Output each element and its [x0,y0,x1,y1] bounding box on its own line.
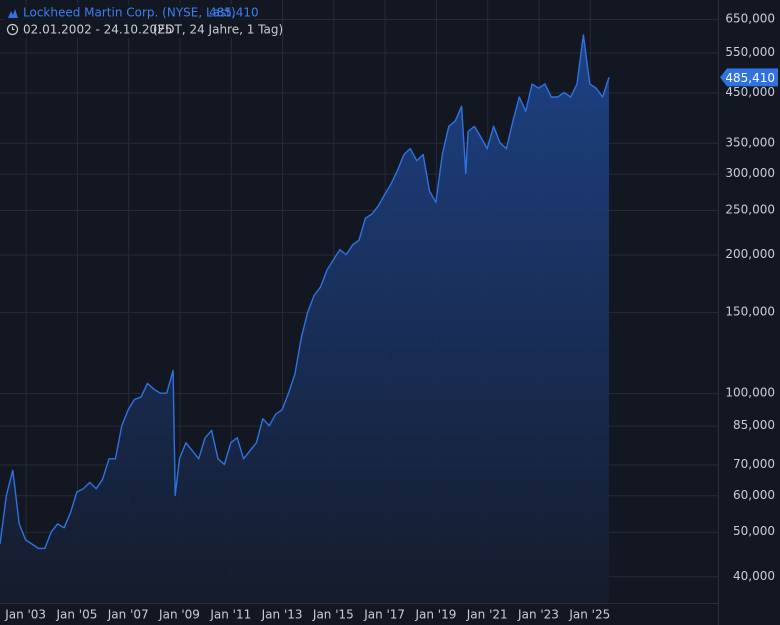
legend-title: Lockheed Martin Corp. (NYSE, Last) [23,6,236,20]
x-tick-label: Jan '03 [4,608,46,622]
x-tick-label: Jan '15 [312,608,354,622]
legend-icon [8,9,18,18]
y-tick-label: 250,000 [725,203,775,217]
last-price-label: 485,410 [725,71,775,85]
last-price-tag: 485,410 [720,68,778,87]
y-tick-label: 350,000 [725,135,775,149]
subtitle-note: (EDT, 24 Jahre, 1 Tag) [153,23,283,37]
plot [0,34,610,603]
area [0,35,609,603]
y-tick-label: 550,000 [725,45,775,59]
x-tick-label: Jan '07 [107,608,149,622]
x-tick-label: Jan '19 [414,608,456,622]
y-tick-label: 50,000 [733,524,775,538]
x-tick-label: Jan '05 [55,608,97,622]
y-tick-label: 150,000 [725,305,775,319]
x-tick-label: Jan '09 [158,608,200,622]
clock-icon [6,23,19,36]
clock-hands [11,26,15,31]
y-tick-label: 450,000 [725,85,775,99]
y-tick-label: 40,000 [733,569,775,583]
subtitle: 02.01.2002 - 24.10.2025 [23,23,172,37]
x-tick-label: Jan '21 [466,608,508,622]
x-tick-label: Jan '25 [568,608,610,622]
y-tick-label: 60,000 [733,488,775,502]
x-tick-label: Jan '13 [261,608,303,622]
legend-bg [3,21,265,38]
x-tick-label: Jan '17 [363,608,405,622]
price-line [0,34,610,550]
y-tick-label: 70,000 [733,457,775,471]
y-tick-label: 300,000 [725,166,775,180]
y-tick-label: 650,000 [725,12,775,26]
x-tick-label: Jan '11 [209,608,251,622]
axes: 40,000 50,000 60,000 70,000 85,000 100,000 150… [4,12,775,622]
legend-last: 485,410 [209,6,259,20]
legend-bg [3,4,255,21]
x-tick-label: Jan '23 [517,608,559,622]
y-tick-label: 85,000 [733,418,775,432]
y-tick-label: 100,000 [725,386,775,400]
y-tick-label: 200,000 [725,247,775,261]
last-price-box [720,68,778,87]
